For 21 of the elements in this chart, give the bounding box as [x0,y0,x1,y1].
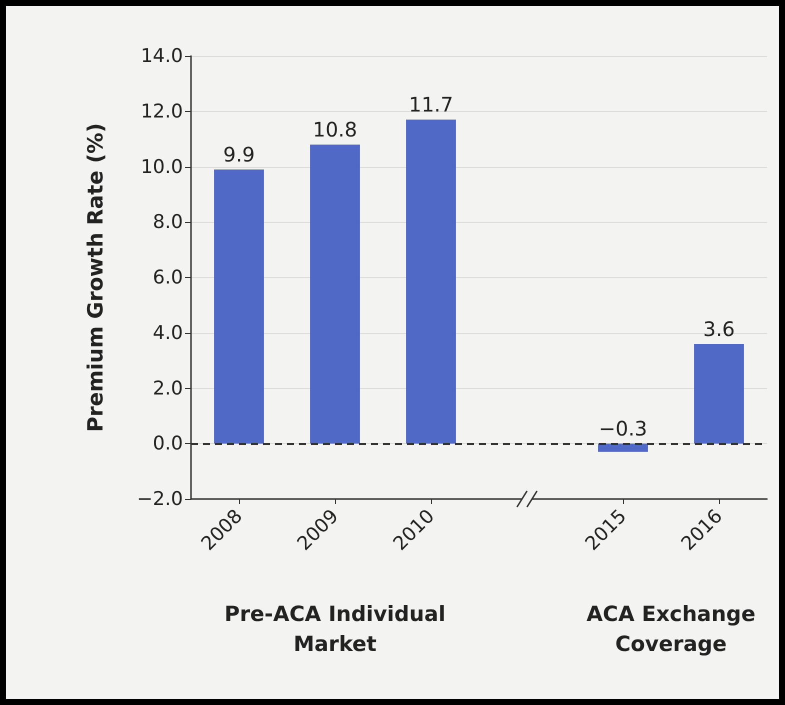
data-label: 3.6 [703,316,735,341]
y-tick-label: 8.0 [152,211,183,234]
y-tick-label: 4.0 [152,322,183,344]
y-tick-label: 0.0 [152,432,183,455]
data-label: 11.7 [408,92,454,117]
y-tick-label: 12.0 [140,100,183,122]
bar [310,144,360,444]
text: Pre-ACA Individual Market [224,601,446,658]
data-label: −0.3 [598,416,648,441]
data-label: 10.8 [312,118,358,142]
y-axis-title: Premium Growth Rate (%) [84,122,108,432]
y-tick-label: 6.0 [152,266,183,288]
bar [406,120,456,444]
bar [214,170,264,444]
data-label: 9.9 [223,142,255,167]
y-tick-label: 2.0 [152,377,183,400]
text: ACA Exchange Coverage [586,601,756,658]
y-tick-label: 14.0 [140,45,183,67]
y-tick-label: −2.0 [136,488,183,510]
bar [694,344,744,444]
y-tick-label: 10.0 [140,156,183,178]
